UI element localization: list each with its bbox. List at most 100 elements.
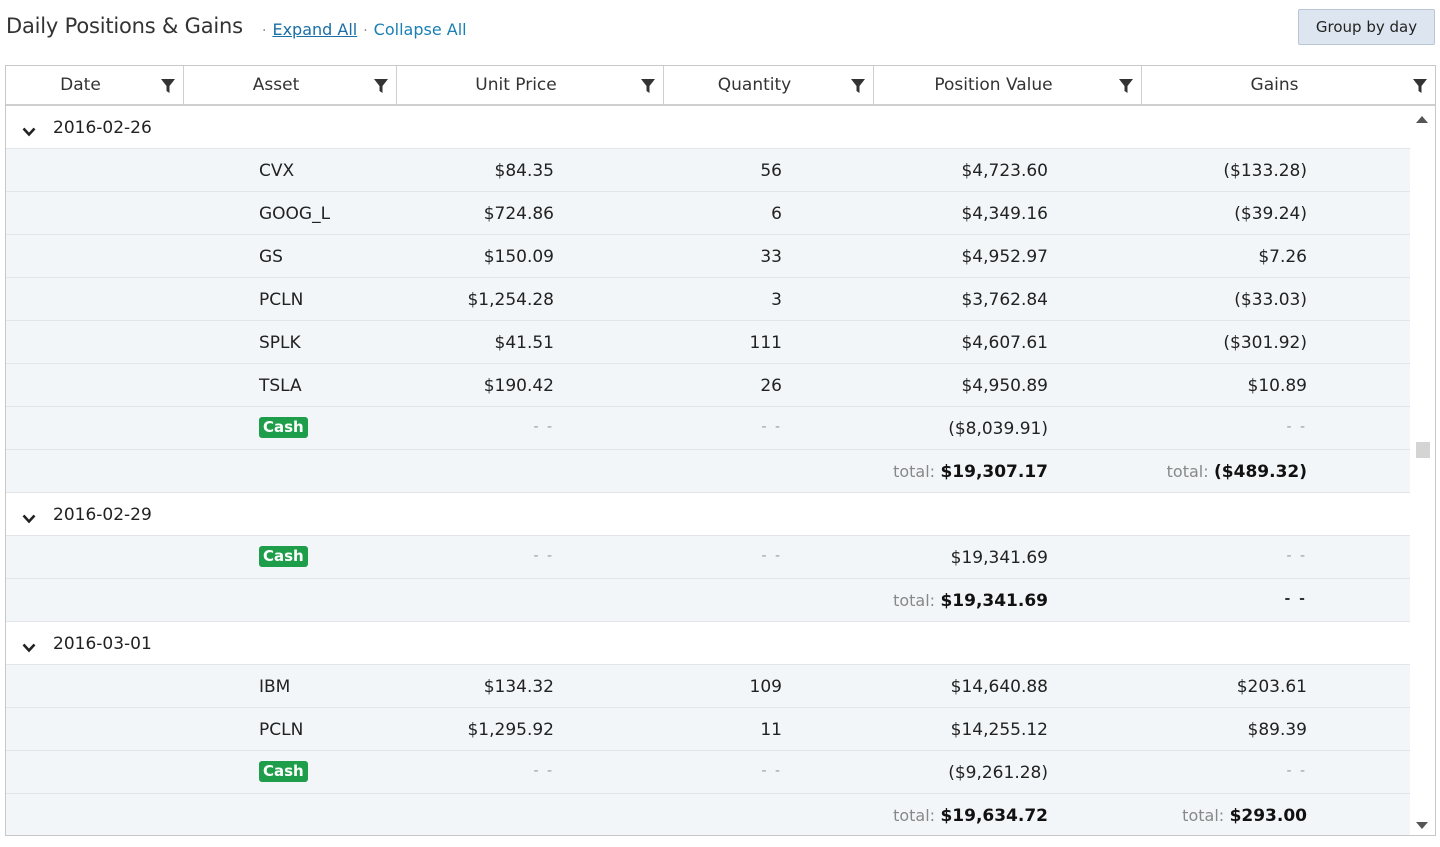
filter-icon[interactable] [374,78,388,93]
position-value-total: total: $19,341.69 [893,591,1048,611]
asset-cell: PCLN [259,290,304,310]
quantity-cell: - - [761,763,782,779]
filter-icon[interactable] [1119,78,1133,93]
column-header-quantity[interactable]: Quantity [664,66,874,104]
chevron-down-icon[interactable] [22,638,36,653]
gains-total: total: ($489.32) [1167,462,1307,482]
separator: · [262,23,267,39]
table-row[interactable]: IBM $134.32 109 $14,640.88 $203.61 [6,665,1410,708]
total-value: $19,634.72 [940,806,1048,826]
quantity-cell: 6 [771,204,782,224]
unit-price-cell: $150.09 [483,247,554,267]
cash-badge: Cash [259,546,308,567]
unit-price-cell: $1,254.28 [467,290,554,310]
chevron-down-icon[interactable] [22,122,36,137]
total-label: total: [893,806,936,825]
asset-cell: GS [259,247,283,267]
table-row[interactable]: TSLA $190.42 26 $4,950.89 $10.89 [6,364,1410,407]
asset-cell: GOOG_L [259,204,331,224]
table-row[interactable]: SPLK $41.51 111 $4,607.61 ($301.92) [6,321,1410,364]
asset-cell: Cash [259,546,308,567]
total-gains: ($489.32) [1214,462,1307,482]
scroll-down-arrow-icon[interactable] [1416,822,1428,829]
table-row[interactable]: GOOG_L $724.86 6 $4,349.16 ($39.24) [6,192,1410,235]
column-header-label: Position Value [934,75,1053,95]
table-row[interactable]: PCLN $1,254.28 3 $3,762.84 ($33.03) [6,278,1410,321]
unit-price-cell: $190.42 [483,376,554,396]
unit-price-cell: - - [533,763,554,779]
chevron-down-icon[interactable] [22,509,36,524]
scroll-thumb[interactable] [1416,442,1430,458]
column-header-position-value[interactable]: Position Value [874,66,1142,104]
position-value-cell: $4,952.97 [961,247,1048,267]
group-date: 2016-02-26 [53,118,152,138]
total-label: total: [893,462,936,481]
column-header-asset[interactable]: Asset [184,66,397,104]
column-header-label: Unit Price [475,75,557,95]
quantity-cell: 111 [749,333,782,353]
total-label: total: [1182,806,1225,825]
gains-cell: $7.26 [1258,247,1307,267]
collapse-all-link[interactable]: Collapse All [373,20,467,39]
group-by-day-button[interactable]: Group by day [1298,9,1435,45]
expand-all-link[interactable]: Expand All [272,20,358,39]
column-header-label: Gains [1250,75,1299,95]
gains-cell: - - [1286,763,1307,779]
total-label: total: [1166,462,1209,481]
asset-cell: IBM [259,677,291,697]
position-value-cell: $14,640.88 [950,677,1048,697]
quantity-cell: 109 [749,677,782,697]
filter-icon[interactable] [851,78,865,93]
asset-cell: PCLN [259,720,304,740]
position-value-cell: $4,723.60 [961,161,1048,181]
position-value-cell: $4,950.89 [961,376,1048,396]
header-links: · Expand All · Collapse All [256,20,467,39]
total-label: total: [893,591,936,610]
position-value-cell: ($8,039.91) [948,419,1048,439]
total-value: $19,341.69 [940,591,1048,611]
filter-icon[interactable] [1413,78,1427,93]
group-row[interactable]: 2016-02-26 [6,106,1410,149]
column-header-row: Date Asset Unit Price Quantity Position Valu… [6,66,1435,106]
asset-cell: CVX [259,161,295,181]
group-row[interactable]: 2016-02-29 [6,493,1410,536]
filter-icon[interactable] [161,78,175,93]
grid-body: 2016-02-26 CVX $84.35 56 $4,723.60 ($133.28) G… [6,106,1410,835]
table-row[interactable]: Cash - - - - $19,341.69 - - [6,536,1410,579]
group-row[interactable]: 2016-03-01 [6,622,1410,665]
unit-price-cell: - - [533,419,554,435]
column-header-unit-price[interactable]: Unit Price [397,66,664,104]
unit-price-cell: $1,295.92 [467,720,554,740]
table-row[interactable]: CVX $84.35 56 $4,723.60 ($133.28) [6,149,1410,192]
total-row: total: $19,307.17 total: ($489.32) [6,450,1410,493]
gains-cell: - - [1286,548,1307,564]
cash-badge: Cash [259,417,308,438]
column-header-gains[interactable]: Gains [1142,66,1435,104]
position-value-cell: $4,607.61 [961,333,1048,353]
asset-cell: Cash [259,417,308,438]
unit-price-cell: $84.35 [494,161,554,181]
table-row[interactable]: Cash - - - - ($8,039.91) - - [6,407,1410,450]
cash-badge: Cash [259,761,308,782]
separator: · [363,23,368,39]
vertical-scrollbar[interactable] [1410,106,1435,835]
gains-cell: $89.39 [1247,720,1307,740]
column-header-date[interactable]: Date [6,66,184,104]
table-row[interactable]: Cash - - - - ($9,261.28) - - [6,751,1410,794]
scroll-up-arrow-icon[interactable] [1416,116,1428,123]
position-value-cell: $19,341.69 [950,548,1048,568]
asset-cell: TSLA [259,376,302,396]
page-title: Daily Positions & Gains [6,14,243,38]
filter-icon[interactable] [641,78,655,93]
gains-cell: - - [1286,419,1307,435]
position-value-total: total: $19,634.72 [893,806,1048,826]
total-gains: $293.00 [1229,806,1307,826]
position-value-cell: $4,349.16 [961,204,1048,224]
gains-cell: ($39.24) [1234,204,1307,224]
table-row[interactable]: PCLN $1,295.92 11 $14,255.12 $89.39 [6,708,1410,751]
position-value-cell: ($9,261.28) [948,763,1048,783]
gains-cell: ($133.28) [1223,161,1307,181]
table-row[interactable]: GS $150.09 33 $4,952.97 $7.26 [6,235,1410,278]
gains-cell: $203.61 [1236,677,1307,697]
position-value-cell: $14,255.12 [950,720,1048,740]
